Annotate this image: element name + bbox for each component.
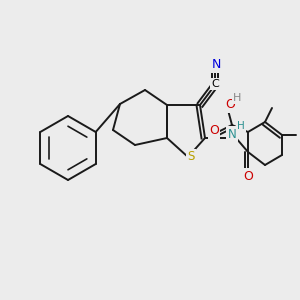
Text: O: O — [243, 169, 253, 182]
Text: H: H — [237, 121, 245, 131]
Text: O: O — [209, 124, 219, 137]
Text: H: H — [233, 93, 241, 103]
Text: N: N — [228, 128, 236, 140]
Text: O: O — [225, 98, 235, 112]
Text: C: C — [211, 79, 219, 89]
Text: N: N — [211, 58, 221, 71]
Text: S: S — [187, 151, 195, 164]
